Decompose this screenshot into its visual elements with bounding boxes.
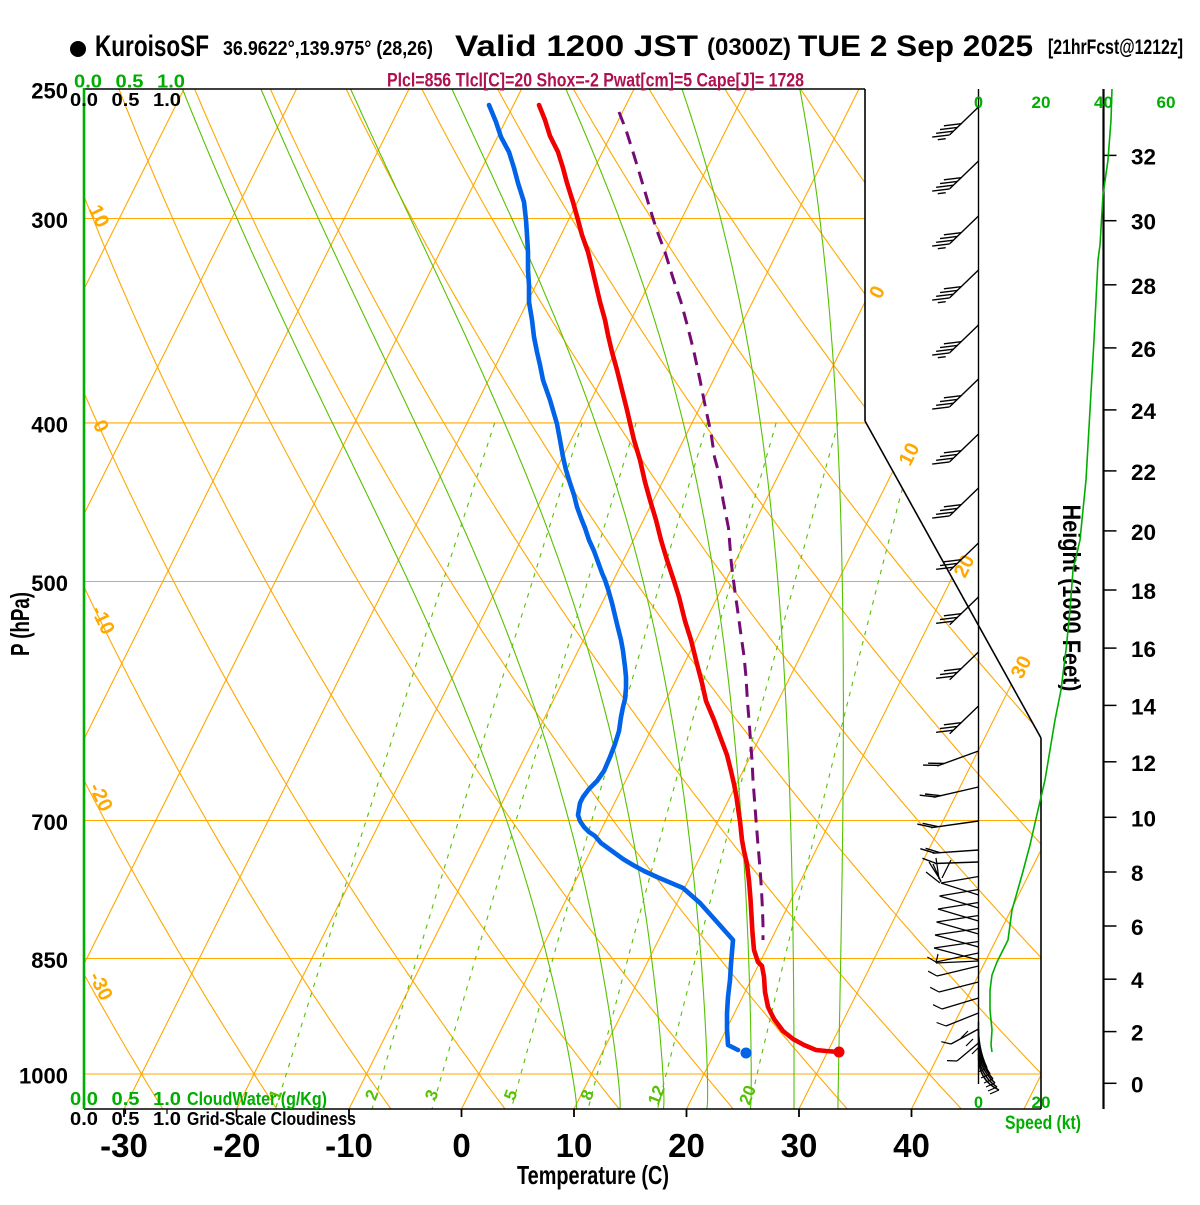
svg-text:16: 16 — [1131, 637, 1156, 662]
svg-text:0.5: 0.5 — [112, 1089, 140, 1109]
svg-text:500: 500 — [31, 571, 68, 596]
svg-text:30: 30 — [1131, 210, 1156, 235]
svg-text:0.0: 0.0 — [70, 1109, 98, 1129]
svg-text:0.0: 0.0 — [70, 90, 98, 110]
svg-text:0.5: 0.5 — [112, 1109, 140, 1129]
svg-text:0.5: 0.5 — [116, 72, 144, 92]
svg-text:22: 22 — [1131, 460, 1156, 485]
svg-text:0.0: 0.0 — [74, 72, 102, 92]
svg-text:CloudWater (g/Kg): CloudWater (g/Kg) — [187, 1089, 327, 1109]
svg-text:1.0: 1.0 — [153, 1109, 181, 1129]
svg-text:[21hrFcst@1212z]: [21hrFcst@1212z] — [1048, 36, 1183, 59]
svg-text:1.0: 1.0 — [157, 72, 185, 92]
svg-text:0: 0 — [1131, 1072, 1144, 1097]
svg-text:18: 18 — [1131, 579, 1156, 604]
svg-text:850: 850 — [31, 948, 68, 973]
svg-text:36.9622°,139.975° (28,26): 36.9622°,139.975° (28,26) — [223, 38, 433, 60]
svg-text:Plcl=856 Tlcl[C]=20 Shox=-2 Pw: Plcl=856 Tlcl[C]=20 Shox=-2 Pwat[cm]=5 C… — [387, 71, 804, 92]
svg-text:-20: -20 — [213, 1127, 261, 1164]
svg-text:40: 40 — [893, 1127, 930, 1164]
svg-text:0.0: 0.0 — [70, 1089, 98, 1109]
svg-text:20: 20 — [1131, 520, 1156, 545]
svg-text:40: 40 — [1094, 94, 1113, 112]
svg-text:10: 10 — [1131, 806, 1156, 831]
svg-text:TUE 2 Sep 2025: TUE 2 Sep 2025 — [798, 30, 1033, 63]
svg-text:20: 20 — [1032, 1094, 1051, 1112]
svg-text:8: 8 — [1131, 861, 1144, 886]
svg-text:0.5: 0.5 — [112, 90, 140, 110]
svg-text:4: 4 — [1131, 968, 1144, 993]
svg-text:1.0: 1.0 — [153, 90, 181, 110]
svg-text:400: 400 — [31, 412, 68, 437]
svg-text:1.0: 1.0 — [153, 1089, 181, 1109]
svg-text:32: 32 — [1131, 144, 1156, 169]
svg-text:Speed (kt): Speed (kt) — [1005, 1113, 1081, 1134]
svg-text:20: 20 — [1032, 94, 1051, 112]
svg-text:300: 300 — [31, 208, 68, 233]
svg-text:P (hPa): P (hPa) — [5, 592, 35, 656]
svg-text:0: 0 — [452, 1127, 470, 1164]
svg-text:28: 28 — [1131, 274, 1156, 299]
svg-text:6: 6 — [1131, 915, 1144, 940]
svg-text:KuroisoSF: KuroisoSF — [95, 30, 209, 63]
svg-text:26: 26 — [1131, 337, 1156, 362]
svg-text:20: 20 — [668, 1127, 705, 1164]
svg-text:24: 24 — [1131, 399, 1157, 424]
svg-text:(0300Z): (0300Z) — [707, 34, 791, 61]
svg-text:700: 700 — [31, 810, 68, 835]
svg-text:1000: 1000 — [19, 1064, 68, 1089]
svg-text:0: 0 — [974, 1094, 983, 1112]
svg-text:2: 2 — [1131, 1021, 1144, 1046]
svg-text:14: 14 — [1131, 694, 1157, 719]
svg-text:30: 30 — [781, 1127, 818, 1164]
svg-text:250: 250 — [31, 79, 68, 104]
svg-text:60: 60 — [1157, 94, 1176, 112]
svg-text:Grid-Scale Cloudiness: Grid-Scale Cloudiness — [187, 1109, 356, 1129]
svg-text:Valid 1200 JST: Valid 1200 JST — [455, 30, 698, 63]
svg-text:10: 10 — [556, 1127, 593, 1164]
svg-text:12: 12 — [1131, 751, 1156, 776]
svg-text:-10: -10 — [325, 1127, 373, 1164]
svg-text:Temperature (C): Temperature (C) — [517, 1160, 669, 1190]
svg-text:-30: -30 — [100, 1127, 148, 1164]
